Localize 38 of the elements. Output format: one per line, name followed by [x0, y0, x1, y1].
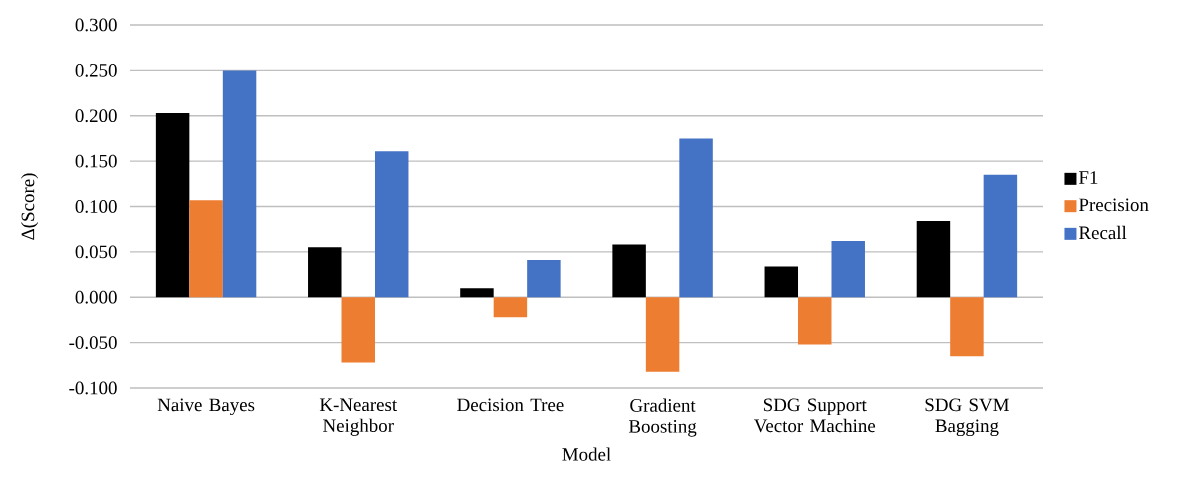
- y-tick-label: -0.100: [69, 381, 117, 395]
- x-tick-label: Naive Bayes: [157, 398, 255, 416]
- bar: [460, 288, 494, 298]
- x-tick-label: SDG SVM Bagging: [925, 398, 1009, 437]
- x-axis-title: Model: [562, 447, 611, 461]
- bar: [308, 247, 342, 298]
- legend-label: Recall: [1078, 225, 1127, 240]
- legend-label: Precision: [1078, 198, 1149, 212]
- bar: [493, 297, 528, 318]
- bar: [155, 113, 190, 298]
- bar: [950, 297, 984, 357]
- legend-label: F1: [1078, 171, 1098, 184]
- y-tick-label: 0.300: [75, 18, 117, 32]
- bar: [798, 297, 832, 345]
- y-tick-label: 0.150: [75, 154, 117, 168]
- y-axis-title: Δ(Score): [21, 173, 39, 240]
- y-tick-label: 0.250: [75, 63, 117, 77]
- x-tick-label: SDG Support Vector Machine: [754, 398, 876, 433]
- bar: [612, 244, 646, 298]
- x-tick-label: Gradient Boosting: [628, 398, 697, 437]
- x-tick-label: Decision Tree: [457, 398, 564, 412]
- x-tick-label: K-Nearest Neighbor: [319, 398, 398, 436]
- bar: [764, 266, 799, 298]
- bar: [341, 297, 375, 363]
- bar: [831, 240, 865, 298]
- bar: [222, 70, 257, 298]
- y-tick-label: 0.050: [75, 245, 117, 259]
- bar: [679, 138, 713, 298]
- bar: [983, 174, 1018, 298]
- bar: [645, 297, 680, 372]
- y-tick-label: -0.050: [69, 336, 117, 350]
- y-tick-label: 0.100: [75, 200, 117, 213]
- bar: [527, 260, 561, 298]
- bar: [189, 200, 223, 298]
- y-tick-label: 0.000: [75, 290, 117, 304]
- bar: [916, 221, 951, 298]
- bar: [374, 151, 409, 298]
- y-tick-label: 0.200: [75, 109, 117, 123]
